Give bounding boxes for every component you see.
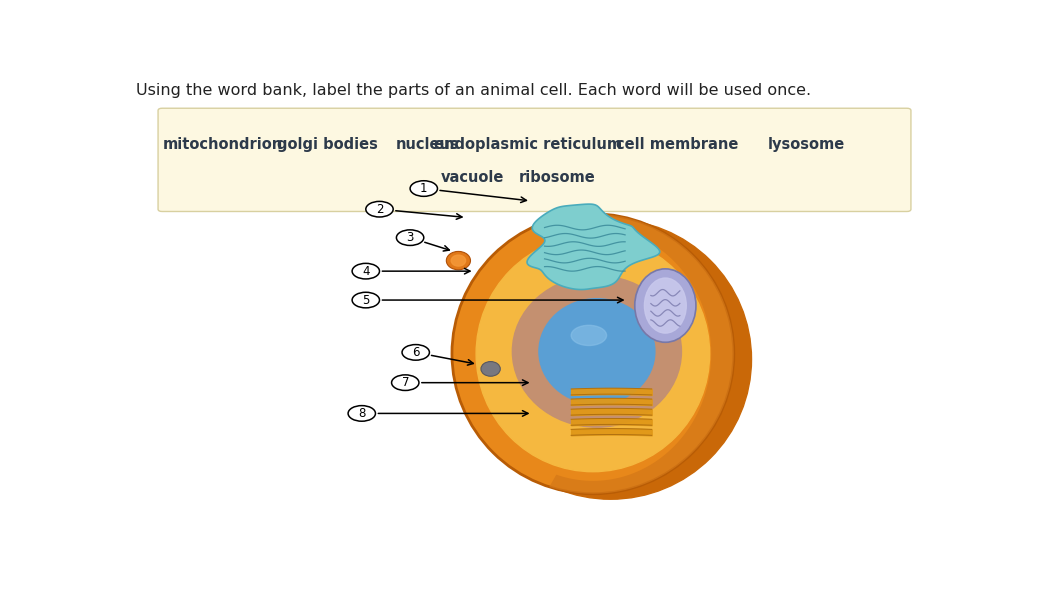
Circle shape [402, 344, 429, 360]
Ellipse shape [476, 236, 710, 471]
Text: ribosome: ribosome [518, 170, 595, 185]
Circle shape [397, 230, 424, 246]
Polygon shape [550, 214, 734, 493]
Ellipse shape [571, 325, 607, 346]
Text: mitochondrion: mitochondrion [162, 138, 283, 153]
Text: lysosome: lysosome [768, 138, 845, 153]
Circle shape [366, 201, 393, 217]
Text: endoplasmic reticulum: endoplasmic reticulum [434, 138, 622, 153]
Text: 8: 8 [358, 407, 366, 420]
Text: 1: 1 [420, 182, 427, 195]
Ellipse shape [481, 362, 501, 376]
Ellipse shape [452, 214, 734, 493]
Circle shape [410, 181, 437, 196]
Text: cell membrane: cell membrane [616, 138, 739, 153]
Ellipse shape [512, 276, 682, 427]
Text: 2: 2 [376, 203, 383, 216]
Polygon shape [527, 204, 660, 290]
Circle shape [348, 406, 375, 421]
Text: 4: 4 [362, 265, 370, 278]
Text: 7: 7 [401, 376, 409, 389]
Ellipse shape [635, 269, 696, 342]
Circle shape [392, 375, 419, 390]
Ellipse shape [539, 299, 655, 404]
Text: Using the word bank, label the parts of an animal cell. Each word will be used o: Using the word bank, label the parts of … [136, 83, 811, 98]
Ellipse shape [470, 219, 751, 499]
Text: golgi bodies: golgi bodies [276, 138, 377, 153]
Text: 6: 6 [412, 346, 420, 359]
FancyBboxPatch shape [158, 108, 911, 212]
Text: vacuole: vacuole [441, 170, 504, 185]
Ellipse shape [644, 278, 687, 333]
Circle shape [352, 263, 379, 279]
Ellipse shape [451, 255, 465, 266]
Circle shape [352, 292, 379, 308]
Ellipse shape [447, 252, 471, 270]
Text: nucleus: nucleus [396, 138, 459, 153]
Text: 5: 5 [363, 294, 370, 306]
Text: 3: 3 [406, 231, 414, 244]
